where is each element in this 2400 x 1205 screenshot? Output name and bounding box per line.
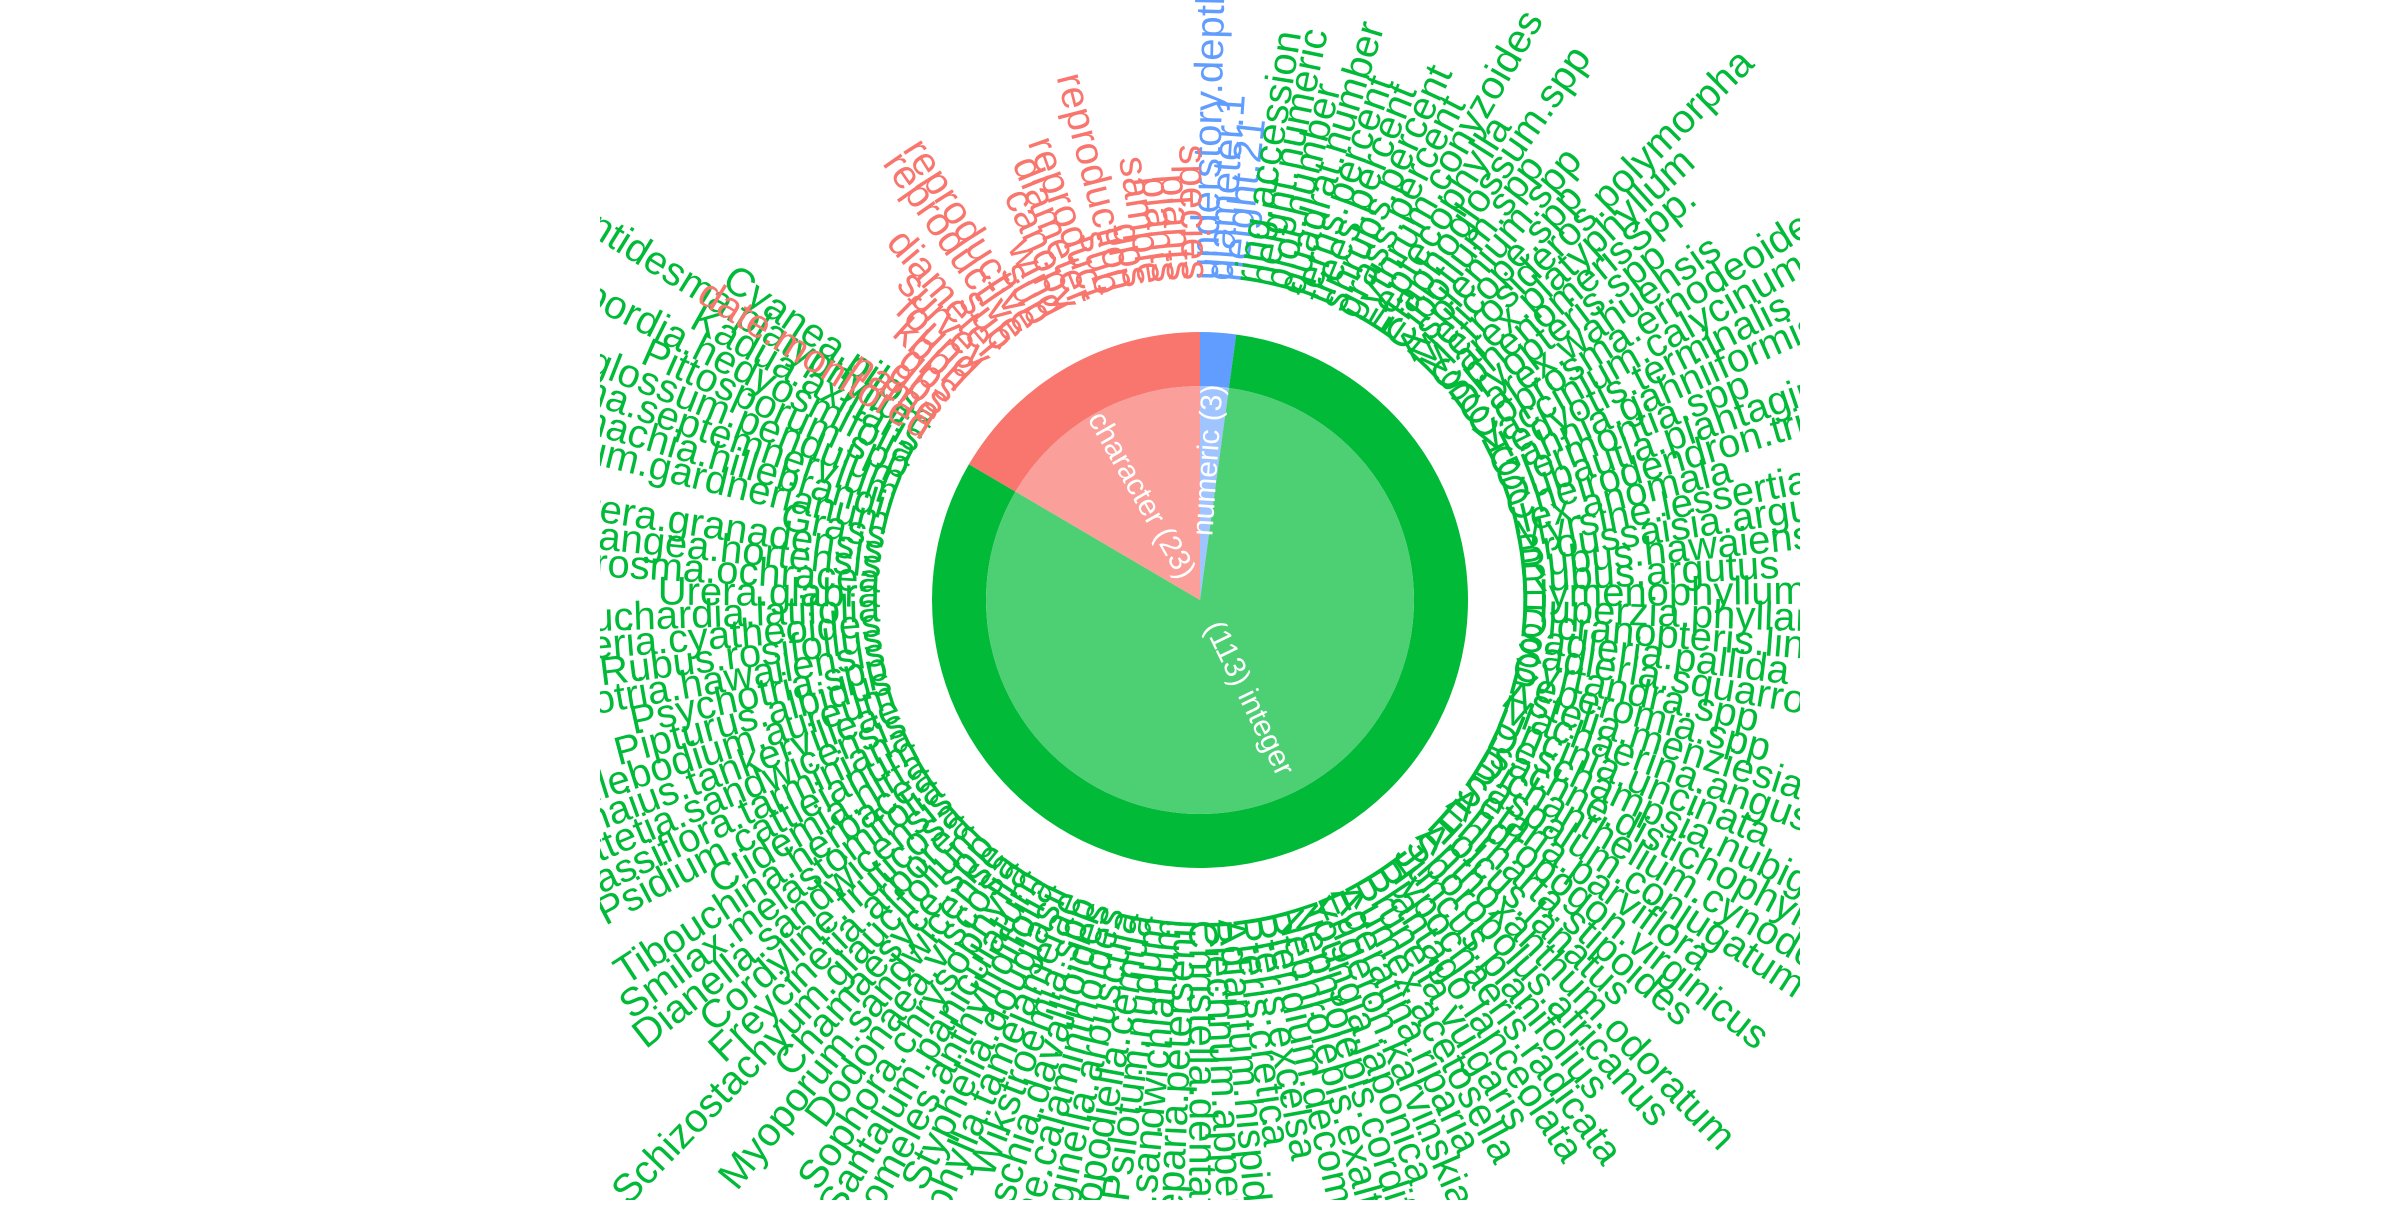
column-label-integer-101: Urera.glabra [657, 569, 881, 616]
inner-pie [985, 386, 1414, 814]
inner-slice-integer [985, 387, 1414, 814]
plot-area: understory.depthdiameter.1height.21ring.… [600, 0, 1985, 1200]
inner-slice-numeric [1200, 386, 1229, 600]
column-label-character-22: species [1170, 144, 1217, 281]
inner-slice-character [1015, 386, 1200, 600]
outer-slice-numeric [1200, 332, 1237, 388]
column-label-integer-31: Hymenophyllum.recurvum [1520, 567, 1985, 616]
column-label-integer-66: Christella.dentata [1180, 920, 1224, 1200]
column-label-character-21: plants [1152, 173, 1203, 282]
outer-slice-character [968, 332, 1200, 492]
column-label-numeric-0: understory.depth [1183, 0, 1234, 281]
outer-ring [931, 332, 1468, 868]
